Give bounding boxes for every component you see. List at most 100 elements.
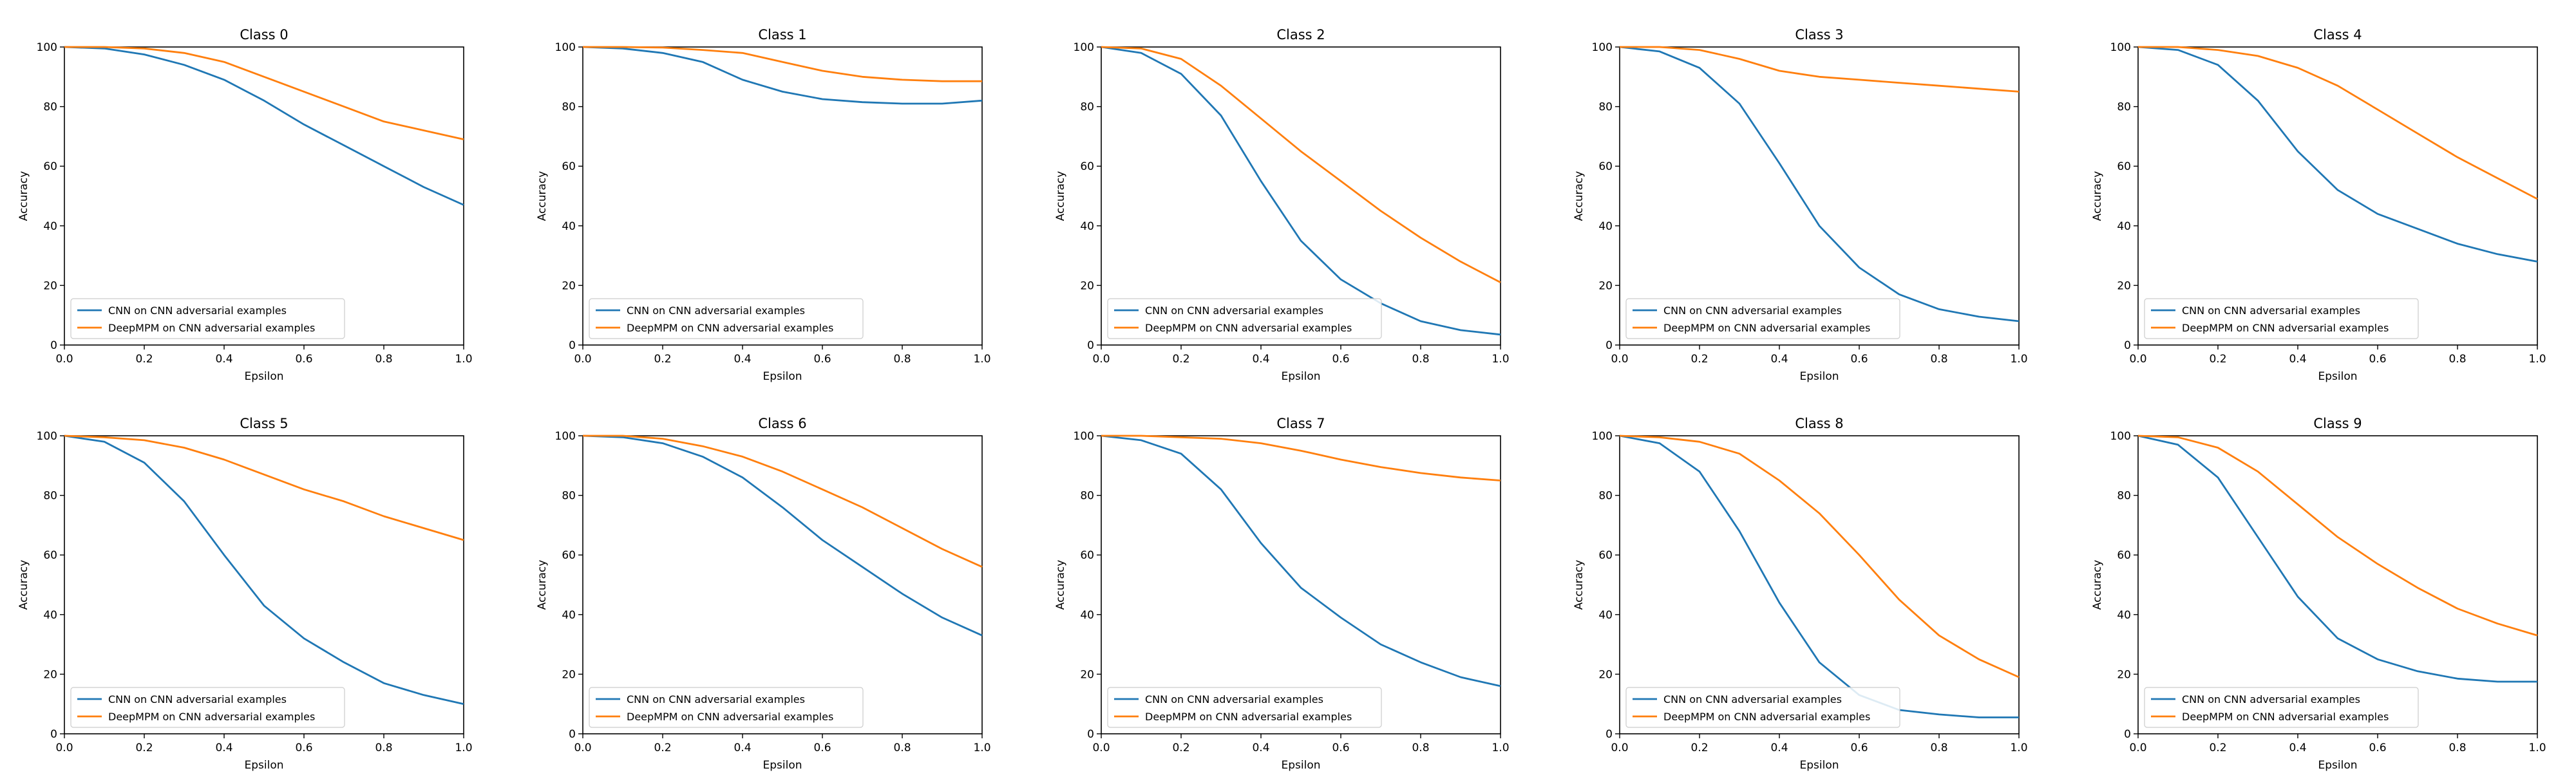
series-line-deepmpm [583, 46, 982, 82]
y-axis-label: Accuracy [1573, 171, 1586, 221]
x-tick-label: 0.0 [1092, 742, 1110, 754]
legend-entry-label: DeepMPM on CNN adversarial examples [1145, 711, 1352, 723]
legend-entry-label: CNN on CNN adversarial examples [1145, 693, 1323, 705]
x-tick-label: 0.2 [1172, 742, 1189, 754]
y-tick-label: 40 [43, 609, 57, 622]
series-line-deepmpm [583, 434, 983, 568]
legend-box [70, 298, 345, 339]
series-line-cnn [1619, 46, 2020, 322]
y-tick-label: 100 [2110, 430, 2131, 443]
y-tick-label: 0 [1605, 339, 1613, 352]
x-tick-label: 0.6 [813, 742, 831, 754]
y-axis-label: Accuracy [17, 171, 30, 221]
x-tick-label: 0.4 [1770, 742, 1788, 754]
x-axis-label: Epsilon [1281, 370, 1320, 383]
y-axis-label: Accuracy [536, 171, 549, 221]
y-tick-label: 80 [1598, 101, 1613, 114]
y-tick-label: 100 [1074, 430, 1094, 443]
x-tick-label: 1.0 [455, 353, 472, 366]
y-tick-label: 60 [2117, 549, 2131, 562]
x-tick-label: 0.8 [1412, 742, 1429, 754]
x-axis-label: Epsilon [762, 370, 802, 383]
legend-entry-label: DeepMPM on CNN adversarial examples [1663, 322, 1870, 334]
x-tick-label: 0.4 [215, 742, 232, 754]
y-tick-label: 100 [1592, 41, 1613, 54]
series-line-cnn [1101, 434, 1501, 687]
legend: CNN on CNN adversarial examples DeepMPM o… [1107, 298, 1382, 339]
x-tick-label: 1.0 [973, 742, 990, 754]
y-axis-label: Accuracy [2091, 560, 2104, 610]
subplot-title: Class 6 [758, 416, 806, 431]
legend-entry-label: DeepMPM on CNN adversarial examples [2182, 322, 2389, 334]
y-tick-label: 40 [43, 220, 57, 233]
y-tick-label: 20 [2117, 668, 2131, 681]
legend: CNN on CNN adversarial examples DeepMPM o… [2144, 298, 2419, 339]
subplot-title: Class 1 [758, 27, 806, 42]
legend-box [1625, 298, 1900, 339]
legend-box [70, 687, 345, 728]
x-axis-label: Epsilon [1799, 370, 1839, 383]
x-tick-label: 0.6 [813, 353, 831, 366]
y-tick-label: 100 [1592, 430, 1613, 443]
y-tick-label: 40 [1080, 609, 1094, 622]
y-tick-label: 20 [43, 668, 57, 681]
x-tick-label: 0.8 [375, 353, 392, 366]
y-axis-label: Accuracy [536, 560, 549, 610]
legend-entry-label: DeepMPM on CNN adversarial examples [2182, 711, 2389, 723]
subplot-class-4: Class 4 0.0 0.2 0.4 0.6 0.8 1.0 0 20 40 60 80 100 Eps… [2091, 27, 2546, 383]
legend-entry-label: CNN on CNN adversarial examples [1663, 693, 1842, 705]
x-axis-label: Epsilon [2318, 370, 2357, 383]
legend-entry-label: CNN on CNN adversarial examples [108, 304, 287, 317]
series-line-deepmpm [2137, 434, 2538, 637]
y-tick-label: 0 [1087, 339, 1094, 352]
axes-frame [1101, 435, 1501, 734]
series-line-deepmpm [1101, 46, 1501, 284]
x-tick-label: 0.2 [1172, 353, 1189, 366]
series-line-deepmpm [64, 46, 464, 140]
legend-box [2144, 298, 2419, 339]
subplot-class-6: Class 6 0.0 0.2 0.4 0.6 0.8 1.0 0 20 40 60 80 100 Eps… [536, 416, 991, 772]
series-line-deepmpm [1101, 434, 1501, 481]
x-tick-label: 0.6 [2369, 353, 2386, 366]
legend: CNN on CNN adversarial examples DeepMPM o… [70, 298, 345, 339]
legend: CNN on CNN adversarial examples DeepMPM o… [1625, 298, 1900, 339]
x-tick-label: 0.0 [574, 742, 591, 754]
y-tick-label: 60 [1598, 160, 1613, 173]
legend-box [589, 298, 864, 339]
x-tick-label: 0.4 [734, 742, 751, 754]
y-tick-label: 20 [1080, 279, 1094, 292]
y-axis-label: Accuracy [1054, 171, 1067, 221]
y-tick-label: 100 [555, 41, 576, 54]
x-tick-label: 0.2 [135, 353, 153, 366]
subplot-title: Class 8 [1795, 416, 1843, 431]
legend: CNN on CNN adversarial examples DeepMPM o… [589, 298, 864, 339]
x-axis-label: Epsilon [244, 370, 283, 383]
x-tick-label: 0.2 [654, 742, 671, 754]
subplot-title: Class 7 [1276, 416, 1325, 431]
x-tick-label: 0.2 [2209, 742, 2226, 754]
y-tick-label: 60 [43, 549, 57, 562]
x-tick-label: 1.0 [1492, 353, 1509, 366]
x-tick-label: 0.6 [1850, 742, 1868, 754]
y-tick-label: 40 [1598, 609, 1613, 622]
y-tick-label: 60 [1080, 549, 1094, 562]
subplot-class-7: Class 7 0.0 0.2 0.4 0.6 0.8 1.0 0 20 40 60 80 100 Eps… [1054, 416, 1510, 772]
x-tick-label: 0.6 [295, 353, 312, 366]
series-line-deepmpm [2138, 46, 2538, 200]
y-tick-label: 100 [37, 430, 57, 443]
y-axis-label: Accuracy [1054, 560, 1067, 610]
y-tick-label: 20 [1598, 668, 1613, 681]
series-line-cnn [1101, 46, 1501, 336]
y-tick-label: 60 [1080, 160, 1094, 173]
y-tick-label: 60 [1598, 549, 1613, 562]
y-tick-label: 40 [562, 220, 576, 233]
axes-frame [1619, 46, 2020, 346]
x-tick-label: 0.8 [2448, 353, 2466, 366]
y-tick-label: 0 [569, 728, 576, 741]
y-tick-label: 100 [37, 41, 57, 54]
x-tick-label: 1.0 [2528, 742, 2546, 754]
x-axis-label: Epsilon [2318, 759, 2357, 772]
x-axis-label: Epsilon [1281, 759, 1320, 772]
x-tick-label: 0.4 [215, 353, 232, 366]
